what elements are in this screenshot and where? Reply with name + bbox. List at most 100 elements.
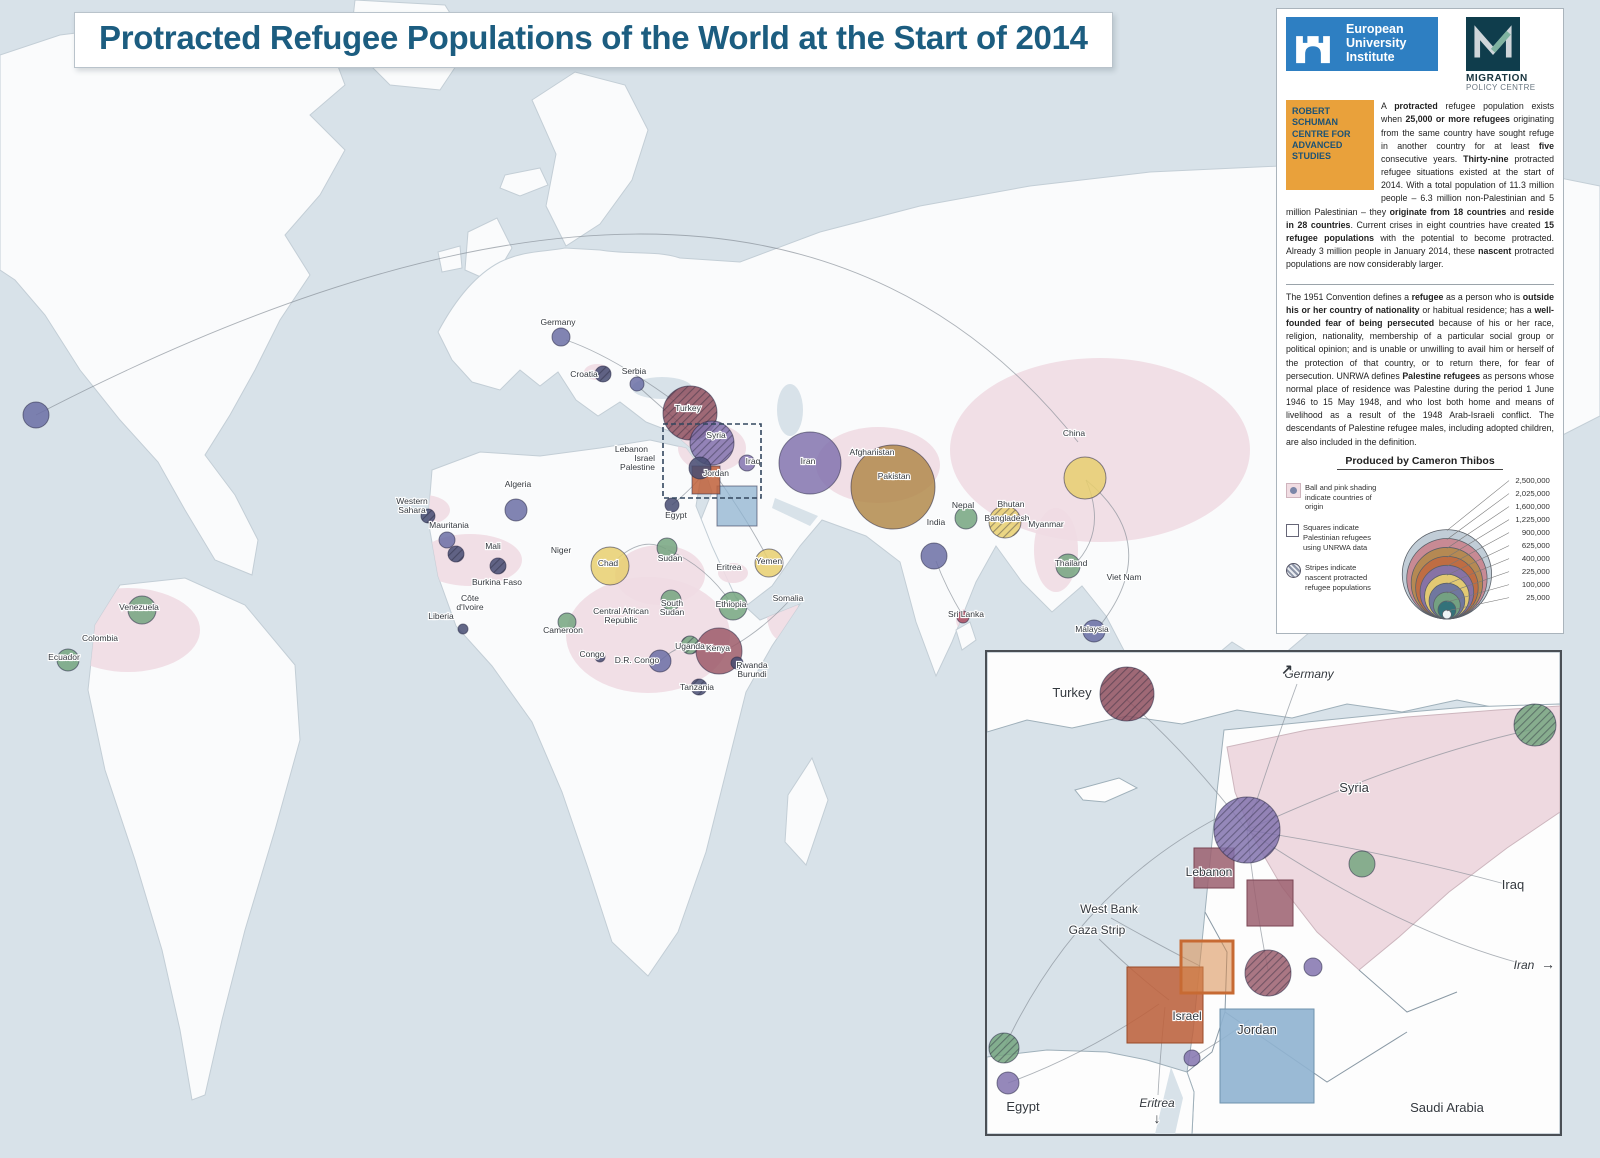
label-cameroon: Cameroon bbox=[543, 625, 583, 635]
label-germany: Germany bbox=[1284, 667, 1334, 681]
flow-line-2 bbox=[1246, 729, 1531, 831]
marker-thailand bbox=[1055, 553, 1081, 579]
label-arrow: → bbox=[1541, 956, 1555, 972]
inset-red-sea bbox=[1155, 1067, 1183, 1134]
label-egypt: Egypt bbox=[665, 510, 687, 520]
label-sri-lanka: Sri Lanka bbox=[948, 609, 984, 619]
inset-square-syria-pal bbox=[1246, 879, 1294, 927]
legend-leader-line bbox=[1447, 584, 1510, 603]
inset-source-frame bbox=[662, 423, 762, 499]
label-ecuador: Ecuador bbox=[48, 652, 80, 662]
middle-east-inset: Turkey Germany ↗ Syria Lebanon West Bank Gaza … bbox=[985, 650, 1562, 1136]
label-yemen: Yemen bbox=[756, 556, 782, 566]
label-palestine: Palestine bbox=[620, 462, 655, 472]
mpc-name: MIGRATION POLICY CENTRE bbox=[1466, 73, 1536, 93]
mpc-logo: MIGRATION POLICY CENTRE bbox=[1466, 17, 1554, 93]
eui-name: European University Institute bbox=[1340, 17, 1438, 71]
legend-leader-line bbox=[1447, 571, 1510, 594]
marker-bangladesh bbox=[988, 505, 1022, 539]
label-mauritania: Mauritania bbox=[429, 520, 469, 530]
marker-china bbox=[1063, 456, 1107, 500]
marker-cameroon bbox=[557, 612, 577, 632]
marker-serbia bbox=[629, 376, 645, 392]
label-pakistan: Pakistan bbox=[878, 471, 911, 481]
inset-cyprus bbox=[1074, 777, 1139, 803]
legend-value-2-500-000: 2,500,000 bbox=[1516, 476, 1550, 485]
label-sudan: Sudan bbox=[658, 553, 683, 563]
label-bangladesh: Bangladesh bbox=[985, 513, 1030, 523]
legend-value-1-600-000: 1,600,000 bbox=[1516, 502, 1550, 511]
inset-circle-egypt-purple bbox=[996, 1071, 1020, 1095]
legend-note-stripes-text: Stripes indicate nascent protracted refu… bbox=[1305, 563, 1371, 592]
ireland bbox=[437, 245, 463, 273]
label-south-sudan: South Sudan bbox=[660, 598, 685, 617]
inset-square-west-bank bbox=[1179, 939, 1235, 995]
label-turkey: Turkey bbox=[1052, 685, 1092, 700]
label-china: China bbox=[1063, 428, 1085, 438]
marker-mauritania-a bbox=[438, 531, 456, 549]
marker-algeria bbox=[504, 498, 528, 522]
label-rwanda-burundi: Rwanda Burundi bbox=[736, 660, 767, 679]
scandinavia bbox=[531, 71, 649, 247]
label-afghanistan: Afghanistan bbox=[850, 447, 895, 457]
legend-value-400-000: 400,000 bbox=[1522, 554, 1550, 563]
inset-markers bbox=[988, 666, 1557, 1104]
label-eritrea: Eritrea bbox=[1139, 1096, 1175, 1110]
legend-notes: Ball and pink shading indicate countries… bbox=[1286, 473, 1377, 625]
legend-leader-line bbox=[1447, 519, 1510, 558]
iceland bbox=[499, 167, 549, 197]
marker-mauritania-b bbox=[447, 545, 465, 563]
marker-nepal bbox=[954, 506, 978, 530]
legend-note-origin-text: Ball and pink shading indicate countries… bbox=[1305, 482, 1377, 512]
africa bbox=[427, 439, 802, 977]
label-somalia: Somalia bbox=[773, 593, 804, 603]
label-c-te-d-ivoire: Côte d'Ivoire bbox=[456, 593, 483, 612]
inset-circle-turkey bbox=[1099, 666, 1155, 722]
divider bbox=[1286, 283, 1554, 285]
legend-note-stripes: Stripes indicate nascent protracted refu… bbox=[1286, 563, 1377, 592]
label-gaza-strip: Gaza Strip bbox=[1069, 923, 1126, 937]
label-india: India bbox=[927, 517, 946, 527]
marker-liberia bbox=[457, 623, 469, 635]
label-iran: Iran bbox=[1514, 958, 1535, 972]
marker-congo bbox=[594, 651, 606, 663]
label-colombia: Colombia bbox=[82, 633, 118, 643]
legend-value-225-000: 225,000 bbox=[1522, 567, 1550, 576]
inset-circle-syria bbox=[1213, 796, 1281, 864]
square-icon bbox=[1286, 524, 1299, 538]
label-bhutan: Bhutan bbox=[998, 499, 1025, 509]
label-jordan: Jordan bbox=[1237, 1022, 1277, 1037]
label-thailand: Thailand bbox=[1055, 558, 1088, 568]
stripes-icon bbox=[1286, 563, 1301, 579]
inset-circle-small-1 bbox=[1303, 957, 1323, 977]
sri-lanka-island bbox=[955, 621, 977, 651]
region-china bbox=[950, 358, 1250, 542]
label-croatia: Croatia bbox=[570, 369, 598, 379]
madagascar bbox=[784, 756, 829, 866]
marker-jordan-circle bbox=[688, 456, 712, 480]
flow-line-6 bbox=[1003, 816, 1220, 1049]
legend-note-origin: Ball and pink shading indicate countries… bbox=[1286, 482, 1377, 512]
label-chad: Chad bbox=[598, 558, 619, 568]
inset-circle-gaza bbox=[1244, 949, 1292, 997]
label-niger: Niger bbox=[551, 545, 571, 555]
legend-value-1-225-000: 1,225,000 bbox=[1516, 515, 1550, 524]
marker-south-sudan bbox=[660, 589, 682, 611]
marker-tanzania bbox=[690, 678, 708, 696]
marker-malaysia bbox=[1082, 619, 1106, 643]
legend-value-25-000: 25,000 bbox=[1526, 593, 1550, 602]
label-saudi-arabia: Saudi Arabia bbox=[1410, 1100, 1484, 1115]
marker-ecuador bbox=[56, 648, 80, 672]
label-lebanon: Lebanon bbox=[615, 444, 648, 454]
marker-drc bbox=[648, 649, 672, 673]
eui-arch-icon bbox=[1286, 17, 1340, 71]
region-eritrea bbox=[718, 563, 748, 583]
inset-circle-small-2 bbox=[1183, 1049, 1201, 1067]
marker-chad bbox=[590, 546, 630, 586]
label-arrow: ↓ bbox=[1154, 1110, 1161, 1126]
logo-row: European University Institute MIGRATION … bbox=[1286, 17, 1554, 93]
inset-labels: Turkey Germany↗ Syria Lebanon West Bank Gaza … bbox=[1005, 660, 1556, 1127]
flow-line-3 bbox=[1246, 829, 1506, 885]
label-mali: Mali bbox=[485, 541, 501, 551]
